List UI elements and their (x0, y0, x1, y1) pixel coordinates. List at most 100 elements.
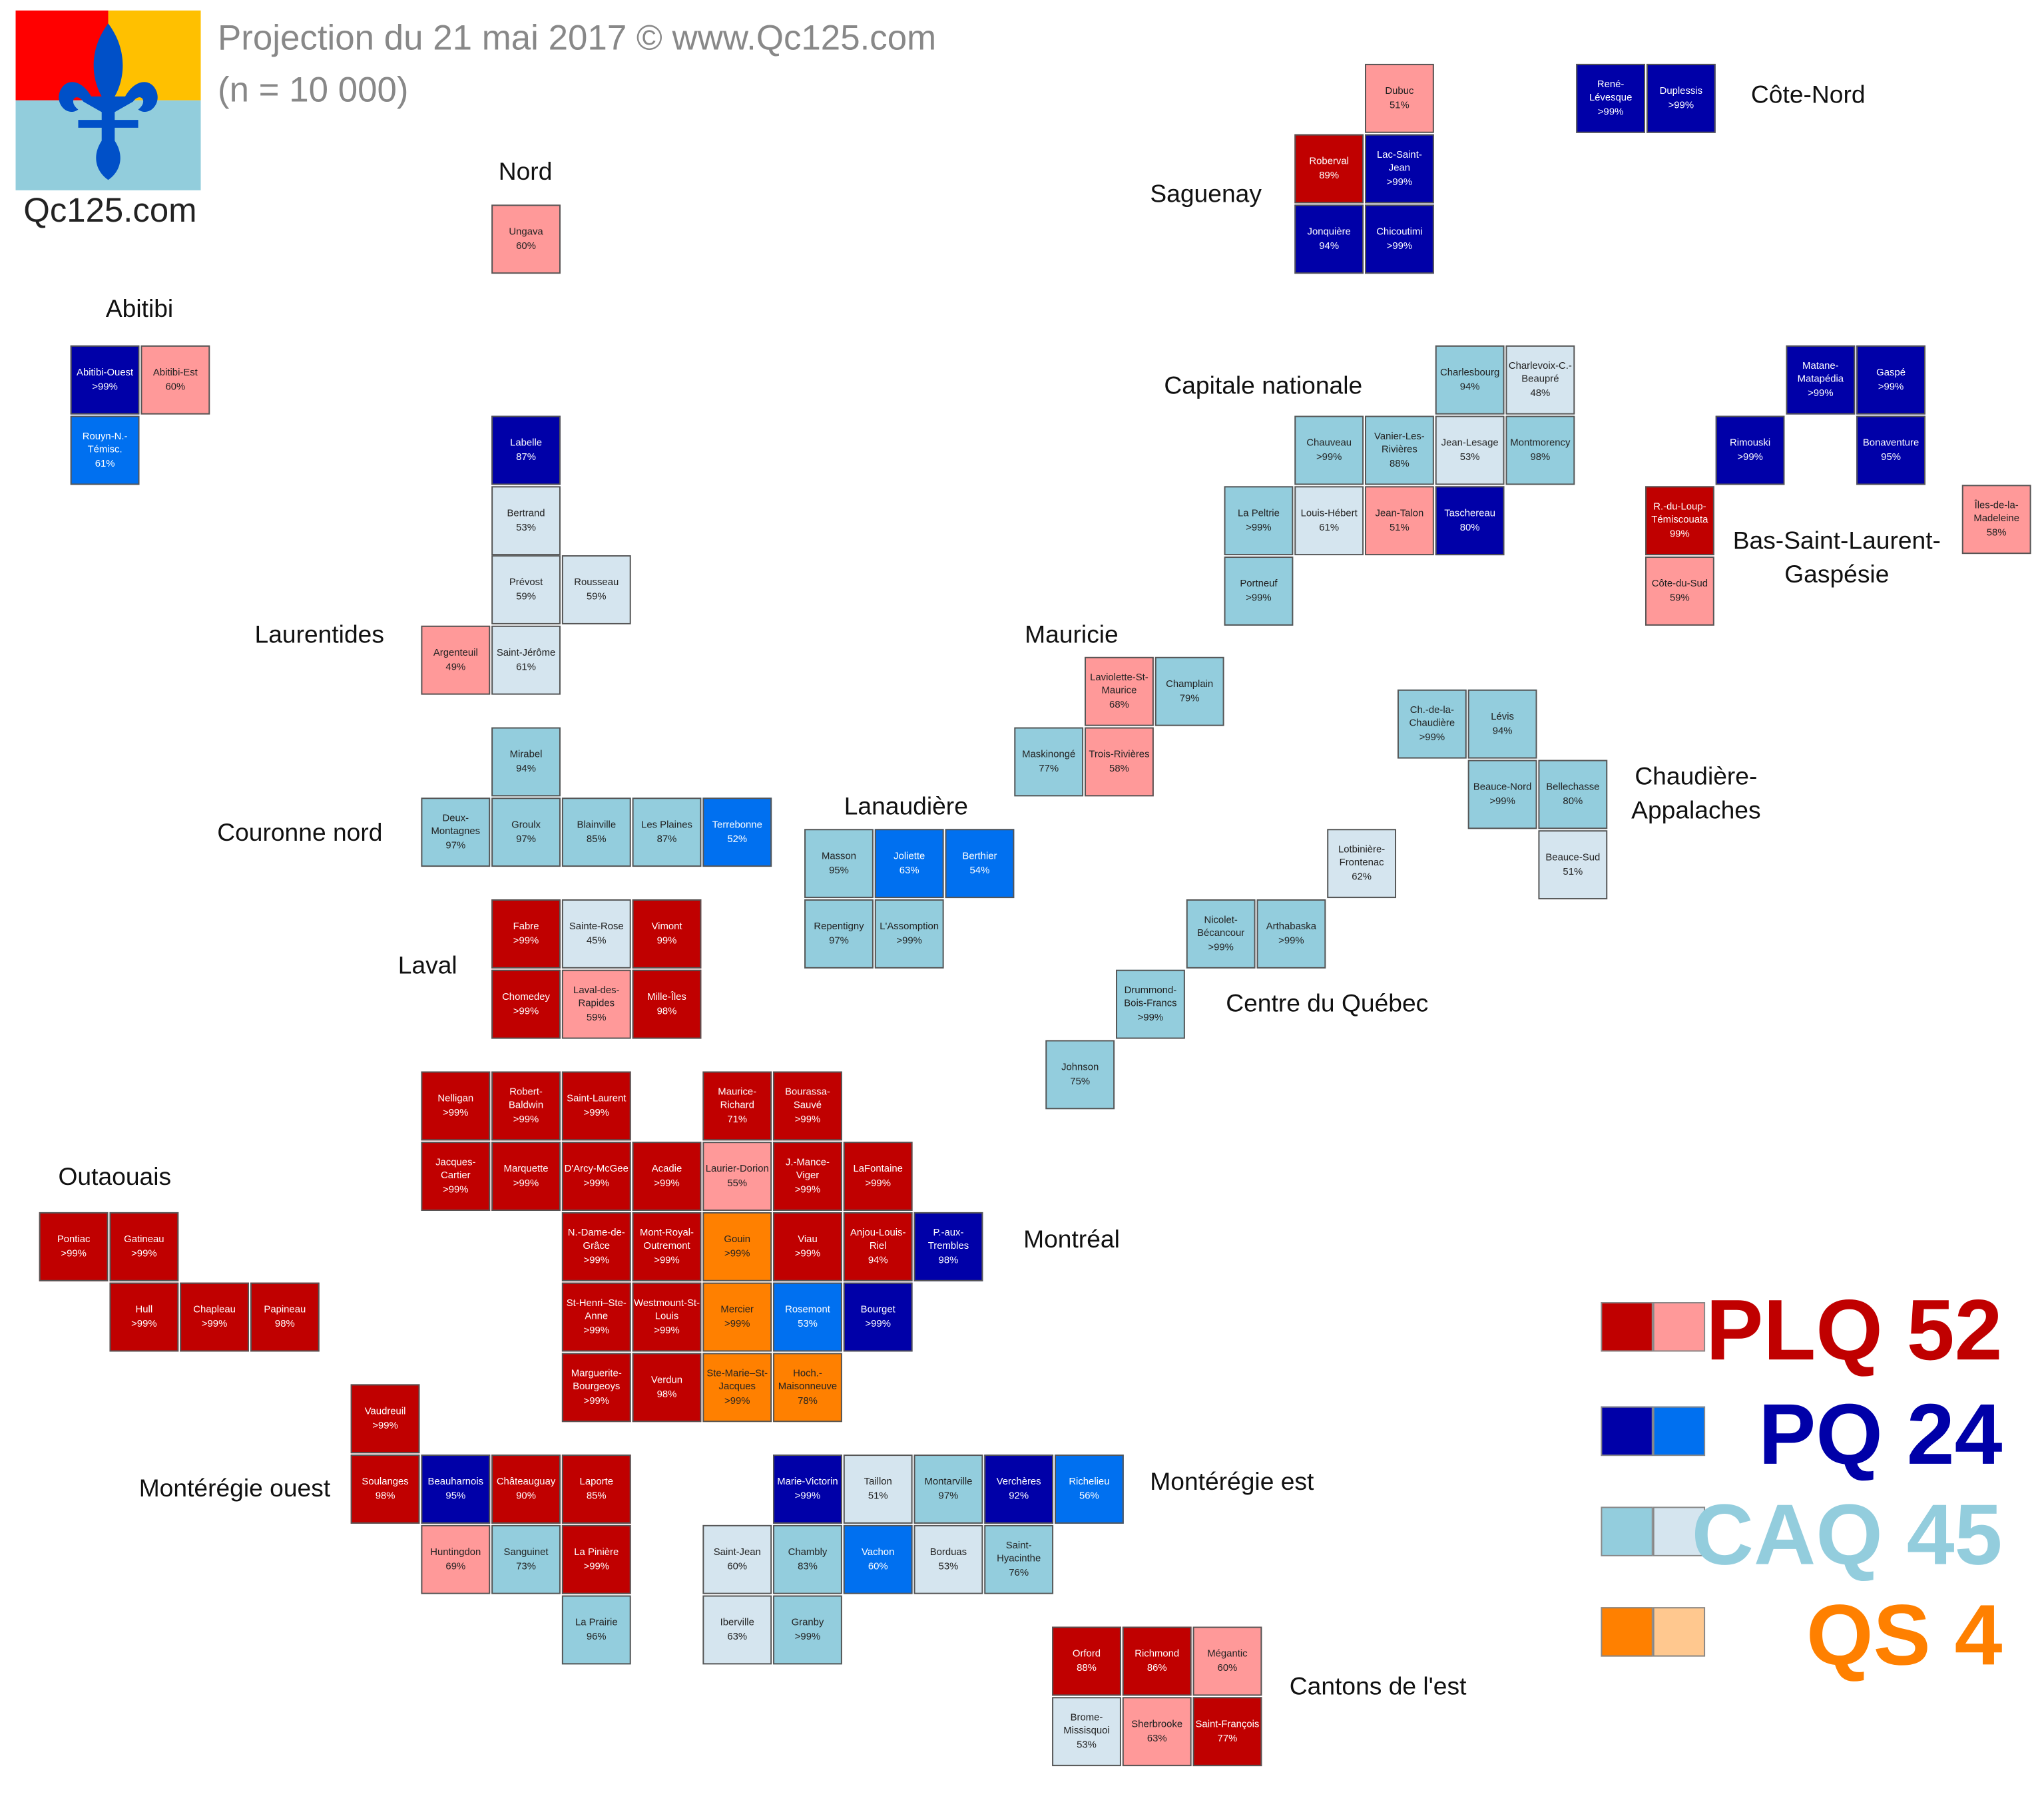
riding-tile: Portneuf >99% (1224, 557, 1294, 626)
region-label: Bas-Saint-Laurent- Gaspésie (1733, 525, 1941, 593)
riding-pct: >99% (1386, 175, 1413, 188)
region-label: Outaouais (58, 1162, 171, 1196)
riding-name: R.-du-Loup-Témiscouata (1651, 501, 1708, 526)
riding-pct: 80% (1459, 521, 1480, 533)
riding-tile: Marquette >99% (491, 1142, 561, 1211)
riding-pct: >99% (1737, 450, 1763, 463)
riding-tile: Roberval 89% (1294, 134, 1364, 204)
riding-name: Arthabaska (1266, 920, 1316, 933)
riding-pct: >99% (1316, 450, 1342, 463)
riding-name: Ungava (509, 226, 543, 238)
riding-name: Montmorency (1510, 437, 1571, 449)
riding-pct: 85% (586, 832, 607, 844)
legend-swatch (1653, 1302, 1706, 1352)
riding-tile: Charlevoix-C.-Beaupré 48% (1505, 345, 1575, 415)
riding-pct: >99% (1246, 590, 1272, 603)
riding-pct: >99% (794, 1246, 821, 1259)
riding-pct: >99% (583, 1559, 609, 1572)
riding-pct: >99% (1597, 105, 1624, 117)
riding-name: Bertrand (507, 507, 545, 519)
riding-pct: 94% (1492, 724, 1513, 736)
riding-name: Anjou-Louis-Riel (850, 1226, 906, 1252)
riding-name: Beauce-Nord (1473, 781, 1532, 793)
riding-name: Lac-Saint-Jean (1377, 148, 1422, 174)
riding-tile: P.-aux-Trembles 98% (913, 1212, 983, 1281)
riding-pct: 94% (516, 762, 536, 774)
riding-pct: 77% (1039, 762, 1059, 774)
riding-tile: Westmount-St-Louis >99% (632, 1282, 702, 1352)
riding-name: Bourget (860, 1303, 895, 1316)
riding-pct: 60% (868, 1559, 888, 1572)
riding-pct: 98% (656, 1387, 677, 1399)
riding-tile: Deux-Montagnes 97% (421, 797, 491, 867)
region-label-line: Appalaches (1631, 797, 1761, 825)
riding-tile: Chomedey >99% (491, 969, 561, 1039)
riding-name: Blainville (577, 819, 617, 831)
riding-name: Jonquière (1307, 226, 1351, 238)
riding-tile: LaFontaine >99% (843, 1142, 913, 1211)
riding-pct: 94% (868, 1253, 888, 1265)
riding-tile: Groulx 97% (491, 797, 561, 867)
riding-tile: Louis-Hébert 61% (1294, 486, 1364, 556)
riding-tile: Saint-Jean 60% (702, 1524, 772, 1594)
riding-name: Maskinongé (1022, 748, 1076, 761)
riding-tile: Anjou-Louis-Riel 94% (843, 1212, 913, 1281)
riding-tile: Johnson 75% (1045, 1040, 1115, 1110)
region-label-line: Côte-Nord (1750, 82, 1866, 110)
region-label-line: Montréal (1023, 1226, 1120, 1254)
riding-tile: Saint-Hyacinthe 76% (984, 1524, 1054, 1594)
riding-tile: Laviolette-St-Maurice 68% (1085, 656, 1154, 726)
riding-name: Taillon (864, 1475, 892, 1488)
riding-name: Gatineau (124, 1233, 164, 1245)
riding-name: Mont-Royal-Outremont (640, 1226, 694, 1252)
riding-pct: 60% (1217, 1661, 1238, 1674)
riding-pct: 52% (727, 832, 748, 844)
subtitle: (n = 10 000) (217, 70, 409, 110)
riding-pct: 88% (1077, 1661, 1097, 1674)
riding-name: Sherbrooke (1131, 1718, 1183, 1730)
riding-pct: >99% (513, 1004, 539, 1017)
riding-pct: >99% (201, 1317, 228, 1329)
riding-pct: 80% (1563, 794, 1583, 807)
region-label: Centre du Québec (1226, 988, 1428, 1022)
riding-name: Jean-Talon (1375, 507, 1424, 519)
riding-tile: Vachon 60% (843, 1524, 913, 1594)
region-label: Laurentides (254, 619, 383, 653)
riding-tile: Bellechasse 80% (1538, 760, 1608, 829)
riding-tile: Sherbrooke 63% (1122, 1697, 1192, 1767)
riding-tile: Jean-Talon 51% (1365, 486, 1434, 556)
riding-pct: 94% (1319, 239, 1340, 251)
riding-name: Soulanges (362, 1475, 409, 1488)
riding-name: Lotbinière-Frontenac (1338, 843, 1386, 869)
riding-pct: 85% (586, 1489, 607, 1501)
riding-tile: Gaspé >99% (1856, 345, 1925, 415)
riding-name: Chauveau (1306, 437, 1352, 449)
riding-pct: 56% (1079, 1489, 1099, 1501)
riding-tile: Nicolet-Bécancour >99% (1186, 899, 1256, 969)
riding-tile: La Prairie 96% (561, 1595, 631, 1665)
riding-pct: 63% (727, 1630, 748, 1642)
logo (15, 10, 201, 190)
riding-tile: Huntingdon 69% (421, 1524, 491, 1594)
riding-pct: 53% (1459, 450, 1480, 463)
riding-name: Saint-Laurent (567, 1092, 627, 1104)
riding-name: Mercier (720, 1303, 754, 1316)
riding-tile: Borduas 53% (913, 1524, 983, 1594)
riding-name: Matane-Matapédia (1797, 359, 1844, 385)
riding-pct: 94% (1459, 379, 1480, 392)
riding-tile: Duplessis >99% (1646, 63, 1716, 133)
riding-tile: Iberville 63% (702, 1595, 772, 1665)
riding-pct: 97% (829, 933, 849, 946)
riding-tile: Lotbinière-Frontenac 62% (1327, 829, 1397, 899)
riding-name: Bonaventure (1862, 437, 1919, 449)
riding-name: Viau (798, 1233, 818, 1245)
riding-tile: Chauveau >99% (1294, 415, 1364, 485)
riding-tile: Beauce-Nord >99% (1467, 760, 1537, 829)
riding-name: Îles-de-la-Madeleine (1973, 499, 2019, 525)
riding-name: Labelle (510, 437, 543, 449)
riding-pct: >99% (583, 1176, 609, 1188)
riding-pct: 97% (516, 832, 536, 844)
riding-tile: Jean-Lesage 53% (1435, 415, 1505, 485)
legend-swatch (1601, 1607, 1653, 1657)
riding-pct: 98% (938, 1253, 959, 1265)
